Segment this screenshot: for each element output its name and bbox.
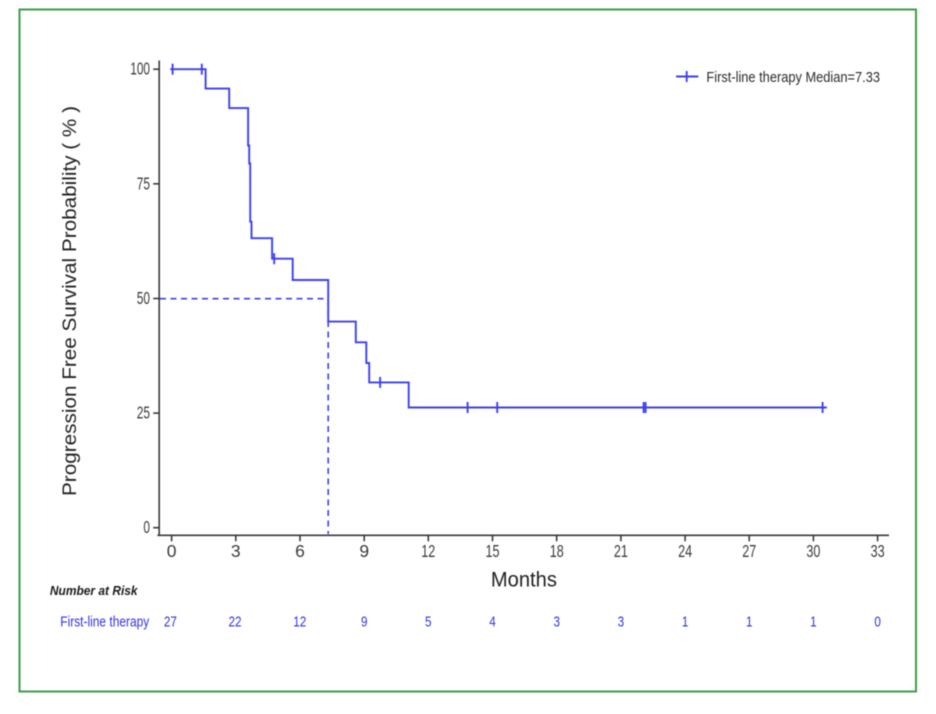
svg-text:First-line therapy Median=7.33: First-line therapy Median=7.33 bbox=[706, 70, 880, 86]
svg-text:30: 30 bbox=[806, 541, 820, 561]
svg-text:9: 9 bbox=[359, 541, 369, 561]
svg-text:50: 50 bbox=[137, 288, 150, 308]
svg-text:5: 5 bbox=[425, 614, 432, 630]
svg-text:Progression Free Survival Prob: Progression Free Survival Probability ( … bbox=[59, 106, 81, 496]
svg-text:18: 18 bbox=[550, 541, 564, 561]
svg-text:1: 1 bbox=[746, 614, 753, 630]
svg-text:Number at Risk: Number at Risk bbox=[50, 583, 138, 598]
svg-text:22: 22 bbox=[229, 614, 242, 630]
svg-text:100: 100 bbox=[130, 59, 150, 79]
svg-text:First-line therapy: First-line therapy bbox=[60, 614, 149, 630]
svg-text:15: 15 bbox=[486, 541, 500, 561]
svg-text:Months: Months bbox=[491, 568, 557, 592]
svg-text:21: 21 bbox=[614, 541, 628, 561]
svg-text:6: 6 bbox=[295, 541, 305, 561]
svg-text:12: 12 bbox=[421, 541, 435, 561]
svg-text:0: 0 bbox=[143, 517, 150, 537]
svg-text:12: 12 bbox=[293, 614, 306, 630]
svg-text:9: 9 bbox=[361, 614, 368, 630]
svg-text:4: 4 bbox=[489, 614, 496, 630]
svg-text:24: 24 bbox=[678, 541, 692, 561]
svg-text:0: 0 bbox=[167, 541, 177, 561]
svg-text:3: 3 bbox=[231, 541, 241, 561]
svg-text:3: 3 bbox=[618, 614, 625, 630]
svg-text:25: 25 bbox=[137, 403, 150, 423]
svg-text:33: 33 bbox=[871, 541, 885, 561]
svg-text:27: 27 bbox=[164, 614, 177, 630]
svg-text:3: 3 bbox=[553, 614, 560, 630]
svg-text:1: 1 bbox=[810, 614, 817, 630]
svg-text:0: 0 bbox=[874, 614, 881, 630]
svg-text:75: 75 bbox=[137, 173, 150, 193]
svg-text:27: 27 bbox=[742, 541, 756, 561]
svg-text:1: 1 bbox=[682, 614, 689, 630]
